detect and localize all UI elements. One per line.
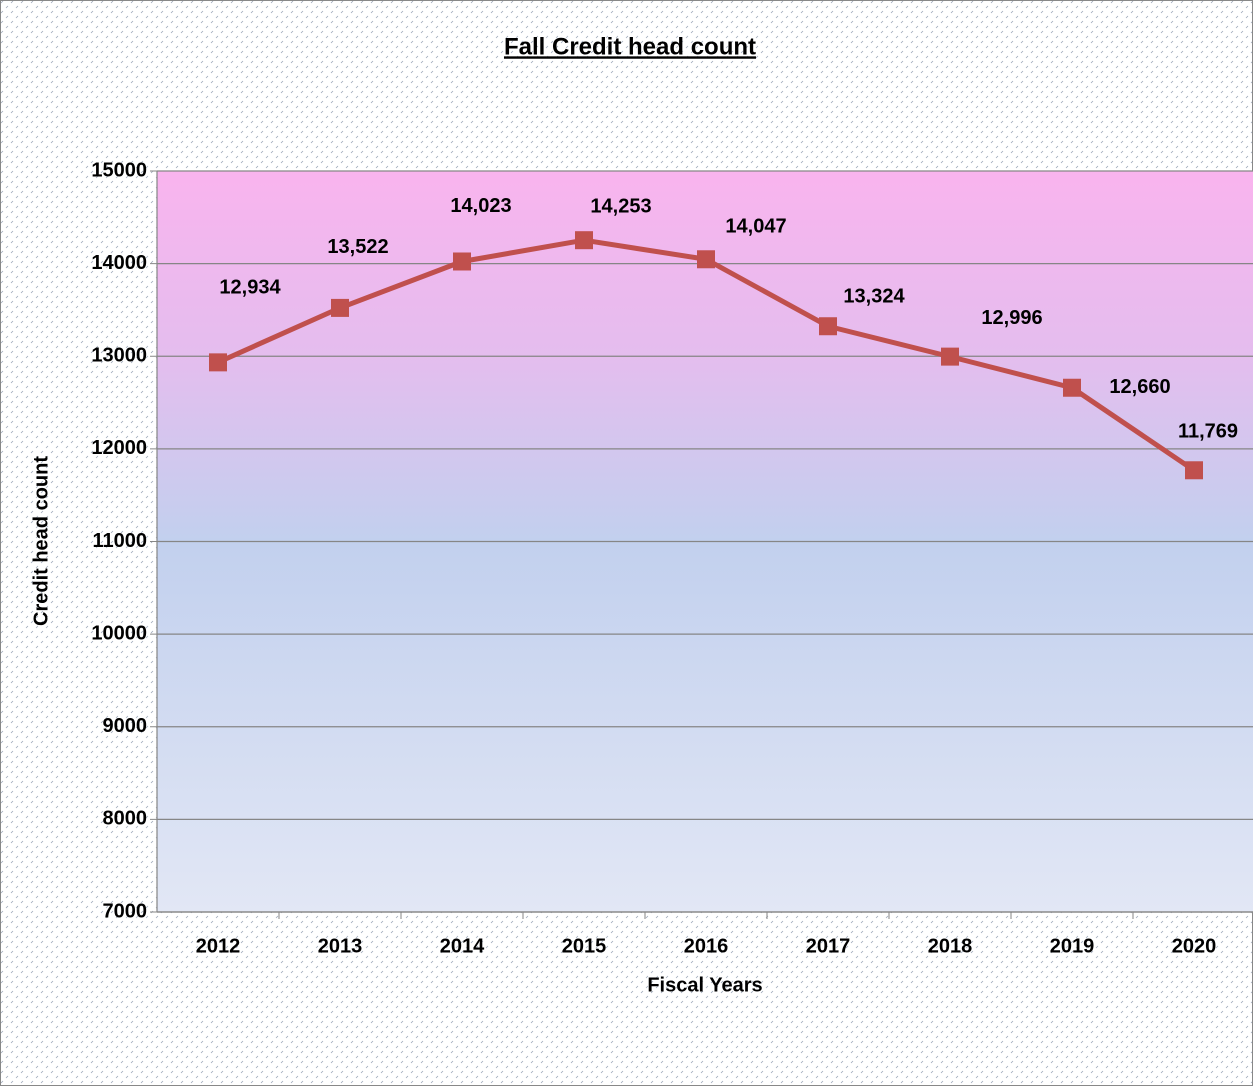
data-label: 13,522: [327, 236, 388, 258]
data-label: 13,324: [843, 286, 905, 308]
data-label: 14,047: [725, 216, 786, 238]
x-tick-label: 2014: [440, 935, 485, 957]
marker: [941, 347, 959, 366]
x-tick-label: 2013: [318, 935, 363, 957]
y-tick-label: 12000: [91, 437, 147, 459]
y-tick-label: 14000: [91, 252, 147, 274]
x-tick-label: 2012: [196, 935, 241, 957]
x-tick-label: 2016: [684, 935, 729, 957]
y-tick-label: 15000: [91, 159, 147, 181]
marker: [575, 231, 593, 250]
x-tick-label: 2018: [928, 935, 973, 957]
y-tick-label: 10000: [91, 622, 147, 644]
data-label: 12,996: [981, 307, 1042, 329]
marker: [1063, 378, 1081, 397]
data-label: 11,769: [1178, 421, 1238, 443]
marker: [331, 298, 349, 317]
x-tick-label: 2017: [806, 935, 851, 957]
chart-title: Fall Credit head count: [504, 33, 756, 60]
marker: [209, 353, 227, 372]
marker: [1185, 461, 1203, 480]
y-tick-label: 13000: [91, 345, 147, 367]
data-label: 12,934: [219, 277, 281, 299]
y-tick-label: 11000: [92, 530, 147, 552]
x-tick-label: 2015: [562, 935, 607, 957]
marker: [819, 317, 837, 336]
x-tick-label: 2020: [1172, 935, 1217, 957]
y-axis-label: Credit head count: [30, 456, 52, 626]
data-label: 12,660: [1109, 376, 1170, 398]
data-label: 14,023: [450, 195, 511, 217]
marker: [453, 252, 471, 271]
x-axis-label: Fiscal Years: [647, 974, 762, 996]
data-label: 14,253: [590, 195, 651, 217]
y-tick-label: 8000: [103, 808, 148, 830]
y-tick-label: 7000: [103, 900, 148, 922]
x-tick-label: 2019: [1050, 935, 1095, 957]
y-tick-label: 9000: [103, 715, 148, 737]
marker: [697, 250, 715, 269]
